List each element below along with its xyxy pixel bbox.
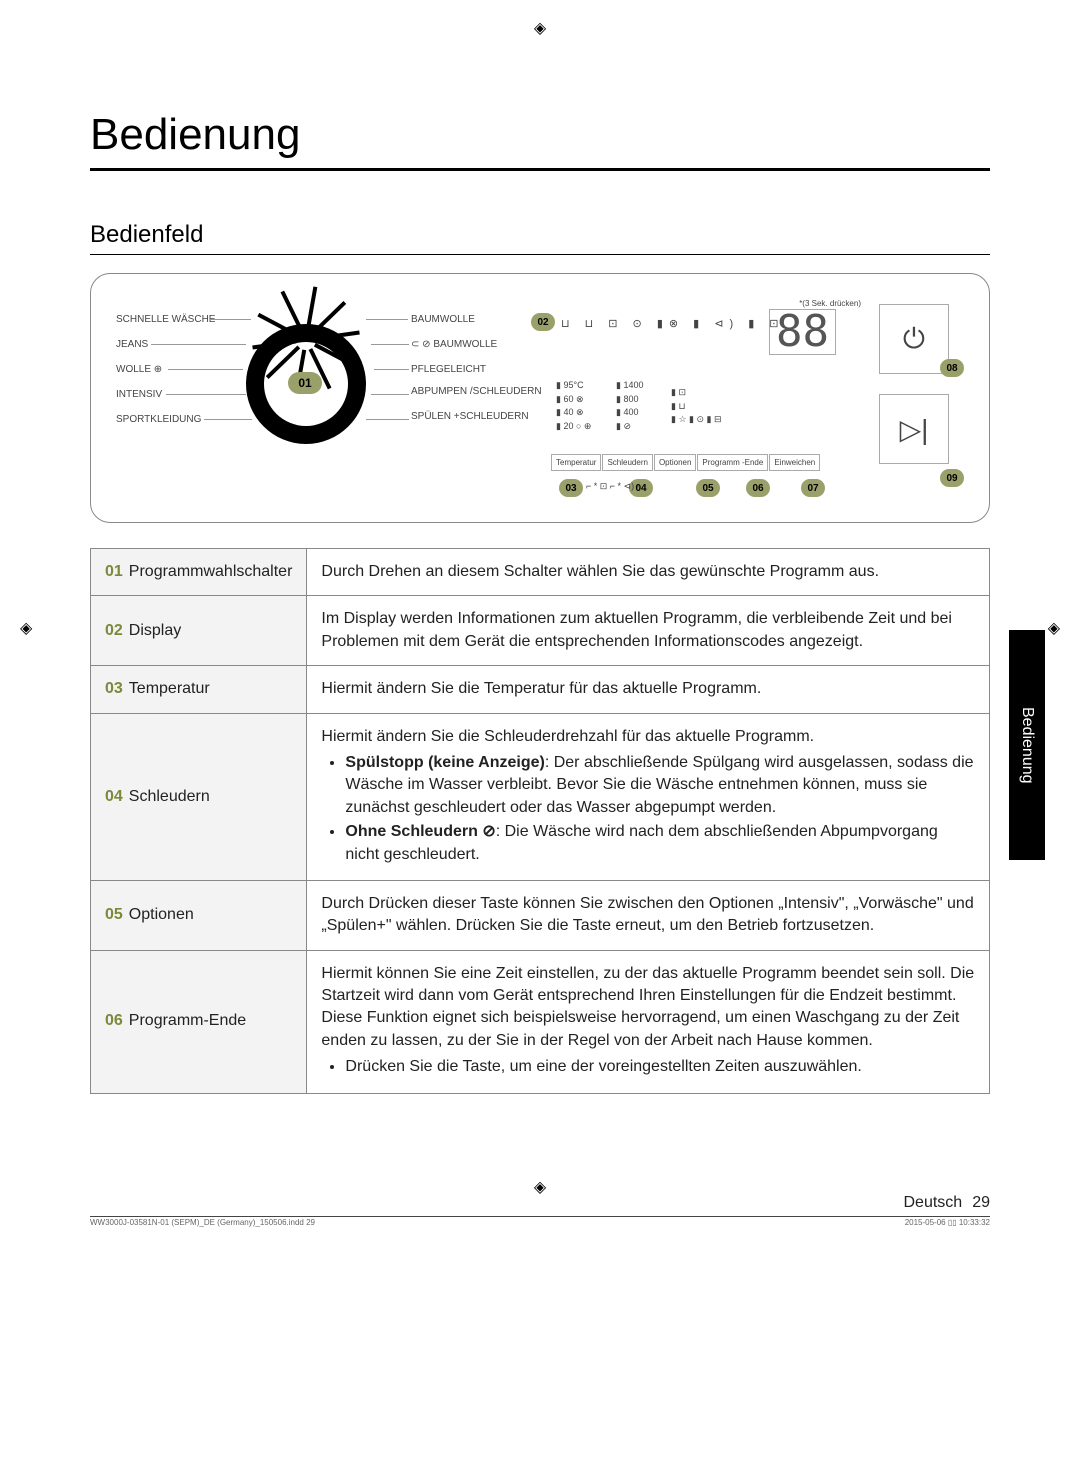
- prog-line: [204, 419, 252, 420]
- page-title: Bedienung: [90, 110, 990, 160]
- prog-label: SCHNELLE WÄSCHE: [116, 314, 215, 325]
- button-label-row: Temperatur Schleudern Optionen Programm …: [551, 454, 820, 471]
- footer-file-right: 2015-05-06 ▯▯ 10:33:32: [905, 1218, 990, 1227]
- badge-08: 08: [940, 359, 964, 377]
- list-item: Ohne Schleudern ⊘: Die Wäsche wird nach …: [345, 821, 975, 866]
- prog-line: [366, 419, 409, 420]
- row-desc-cell: Hiermit ändern Sie die Temperatur für da…: [307, 666, 990, 713]
- title-rule: [90, 168, 990, 171]
- display-top-icons: ⊔ ⊔ ⊡ ⊙ ▮⊗ ▮ ⊲) ▮ ⊡: [561, 317, 785, 330]
- page-footer: Deutsch 29: [90, 1194, 990, 1217]
- prog-label: INTENSIV: [116, 389, 162, 400]
- row-number: 02: [105, 622, 123, 639]
- spin-item: ▮ 1400: [616, 379, 643, 393]
- btn-programm-ende: Programm -Ende: [697, 454, 768, 471]
- section-heading: Bedienfeld: [90, 221, 990, 249]
- badge-07: 07: [801, 479, 825, 497]
- opt-item: ▮ ⊔: [671, 400, 722, 414]
- prog-line: [374, 369, 409, 370]
- prog-line: [151, 344, 246, 345]
- temp-item: ▮ 20 ○ ⊕: [556, 420, 591, 434]
- row-number: 06: [105, 1012, 123, 1029]
- prog-label: JEANS: [116, 339, 148, 350]
- crop-mark-top: ◈: [534, 18, 546, 38]
- crop-mark-right: ◈: [1048, 618, 1060, 638]
- temp-item: ▮ 40 ⊗: [556, 406, 591, 420]
- spin-item: ▮ 400: [616, 406, 643, 420]
- spin-item: ▮ 800: [616, 393, 643, 407]
- row-desc-cell: Hiermit ändern Sie die Schleuderdrehzahl…: [307, 713, 990, 880]
- list-item: Drücken Sie die Taste, um eine der vorei…: [345, 1056, 975, 1078]
- row-label-cell: 06Programm-Ende: [91, 950, 307, 1093]
- table-row: 05OptionenDurch Drücken dieser Taste kön…: [91, 880, 990, 950]
- table-row: 01ProgrammwahlschalterDurch Drehen an di…: [91, 549, 990, 596]
- btn-temperatur: Temperatur: [551, 454, 601, 471]
- row-label-cell: 04Schleudern: [91, 713, 307, 880]
- display-digits: 88: [769, 309, 836, 355]
- section-rule: [90, 254, 990, 255]
- temp-column: ▮ 95°C ▮ 60 ⊗ ▮ 40 ⊗ ▮ 20 ○ ⊕: [556, 379, 591, 433]
- prog-label: BAUMWOLLE: [411, 314, 475, 325]
- btn-schleudern: Schleudern: [602, 454, 652, 471]
- btn-optionen: Optionen: [654, 454, 696, 471]
- row-label-cell: 05Optionen: [91, 880, 307, 950]
- dial-section: SCHNELLE WÄSCHE JEANS WOLLE ⊕ INTENSIV S…: [116, 304, 496, 474]
- spin-item: ▮ ⊘: [616, 420, 643, 434]
- prog-label: SPORTKLEIDUNG: [116, 414, 201, 425]
- row-number: 01: [105, 563, 123, 580]
- badge-02: 02: [531, 313, 555, 331]
- power-button: ⏻: [879, 304, 949, 374]
- prog-label: PFLEGELEICHT: [411, 364, 486, 375]
- right-controls: ⏻ 08 ▷| 09: [879, 304, 959, 494]
- prog-line: [366, 319, 408, 320]
- prog-line: [371, 394, 409, 395]
- footer-language: Deutsch: [904, 1194, 963, 1212]
- badge-06: 06: [746, 479, 770, 497]
- row-desc-cell: Im Display werden Informationen zum aktu…: [307, 596, 990, 666]
- row-desc-cell: Durch Drehen an diesem Schalter wählen S…: [307, 549, 990, 596]
- badge-01: 01: [288, 372, 322, 394]
- row-number: 03: [105, 680, 123, 697]
- sub-icons: ⌐ * ⊡ ⌐ * ⊲) ⌐: [586, 481, 642, 492]
- badge-03: 03: [559, 479, 583, 497]
- opt-item: ▮ ☆ ▮ ⊙ ▮ ⊟: [671, 413, 722, 427]
- row-number: 05: [105, 906, 123, 923]
- temp-item: ▮ 60 ⊗: [556, 393, 591, 407]
- crop-mark-bottom: ◈: [534, 1177, 546, 1197]
- prog-label: ABPUMPEN /SCHLEUDERN: [411, 386, 542, 397]
- prog-line: [211, 319, 251, 320]
- option-column: ▮ ⊡ ▮ ⊔ ▮ ☆ ▮ ⊙ ▮ ⊟: [671, 386, 722, 427]
- row-label-cell: 03Temperatur: [91, 666, 307, 713]
- spin-column: ▮ 1400 ▮ 800 ▮ 400 ▮ ⊘: [616, 379, 643, 433]
- crop-mark-left: ◈: [20, 618, 32, 638]
- table-row: 06Programm-EndeHiermit können Sie eine Z…: [91, 950, 990, 1093]
- side-tab: Bedienung: [1009, 630, 1045, 860]
- control-panel-figure: SCHNELLE WÄSCHE JEANS WOLLE ⊕ INTENSIV S…: [90, 273, 990, 523]
- row-number: 04: [105, 788, 123, 805]
- prog-label: WOLLE ⊕: [116, 364, 162, 375]
- prog-line: [371, 344, 409, 345]
- start-pause-button: ▷|: [879, 394, 949, 464]
- opt-item: ▮ ⊡: [671, 386, 722, 400]
- prog-line: [166, 394, 246, 395]
- btn-einweichen: Einweichen: [769, 454, 820, 471]
- table-row: 02DisplayIm Display werden Informationen…: [91, 596, 990, 666]
- row-desc-cell: Hiermit können Sie eine Zeit einstellen,…: [307, 950, 990, 1093]
- prog-label: SPÜLEN +SCHLEUDERN: [411, 411, 529, 422]
- row-label-cell: 01Programmwahlschalter: [91, 549, 307, 596]
- footer-page-number: 29: [972, 1194, 990, 1212]
- table-row: 04SchleudernHiermit ändern Sie die Schle…: [91, 713, 990, 880]
- description-table: 01ProgrammwahlschalterDurch Drehen an di…: [90, 548, 990, 1094]
- footer-file-left: WW3000J-03581N-01 (SEPM)_DE (Germany)_15…: [90, 1218, 315, 1227]
- temp-item: ▮ 95°C: [556, 379, 591, 393]
- list-item: Spülstopp (keine Anzeige): Der abschließ…: [345, 752, 975, 819]
- badge-09: 09: [940, 469, 964, 487]
- row-label-cell: 02Display: [91, 596, 307, 666]
- row-desc-cell: Durch Drücken dieser Taste können Sie zw…: [307, 880, 990, 950]
- badge-05: 05: [696, 479, 720, 497]
- table-row: 03TemperaturHiermit ändern Sie die Tempe…: [91, 666, 990, 713]
- prog-line: [168, 369, 243, 370]
- prog-label: ⊂ ⊘ BAUMWOLLE: [411, 339, 497, 350]
